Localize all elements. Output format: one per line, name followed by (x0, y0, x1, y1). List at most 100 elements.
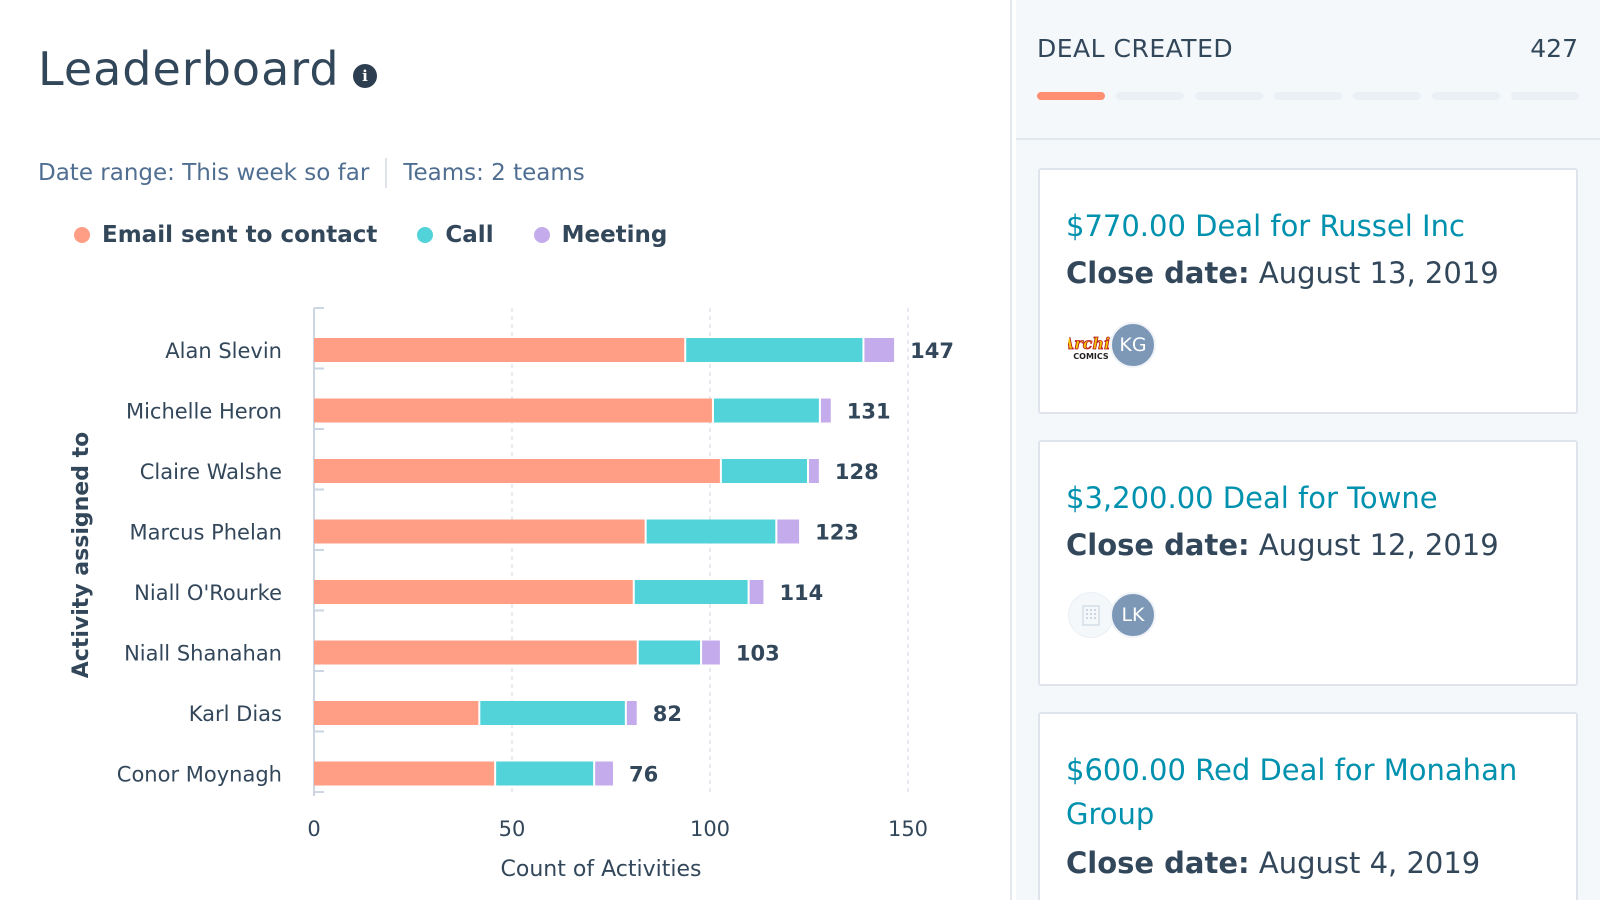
category-label: Conor Moynagh (117, 763, 282, 787)
date-range-value: This week so far (182, 160, 370, 186)
category-label: Marcus Phelan (129, 521, 282, 545)
progress-segment (1037, 92, 1105, 100)
bar-total-label: 82 (653, 702, 682, 726)
x-tick-label: 0 (307, 817, 320, 841)
bar-segment-email (314, 519, 645, 544)
archie-comics-logo-icon: Archie COMICS (1068, 330, 1114, 361)
bar-segment-meeting (595, 761, 613, 786)
deal-created-title: DEAL CREATED (1037, 34, 1234, 63)
leaderboard-title: Leaderboard (38, 42, 340, 96)
category-label: Alan Slevin (165, 339, 282, 363)
teams-label: Teams: (403, 160, 484, 186)
date-range-filter[interactable]: Date range: This week so far (38, 160, 369, 186)
deal-card[interactable]: $770.00 Deal for Russel Inc Close date: … (1038, 168, 1578, 414)
bar-segment-meeting (626, 701, 637, 725)
date-range-label: Date range: (38, 160, 175, 186)
close-date-value: August 12, 2019 (1258, 528, 1499, 562)
x-tick-label: 100 (690, 817, 730, 841)
filters-bar: Date range: This week so far Teams: 2 te… (38, 158, 585, 188)
bar-segment-meeting (749, 580, 764, 604)
bar-segment-email (314, 398, 712, 423)
filter-divider (385, 158, 388, 188)
progress-segment (1195, 92, 1263, 100)
bar-total-label: 128 (835, 460, 879, 484)
deal-name-link[interactable]: $3,200.00 Deal for Towne (1066, 481, 1438, 515)
close-date-label: Close date: (1066, 846, 1250, 880)
progress-segment (1116, 92, 1184, 100)
deal-created-count: 427 (1530, 34, 1578, 63)
legend-item-call[interactable]: Call (417, 222, 494, 248)
deal-card[interactable]: $3,200.00 Deal for Towne Close date: Aug… (1038, 440, 1578, 686)
legend-dot-call (417, 227, 434, 243)
legend-label-meeting: Meeting (561, 222, 668, 248)
y-axis-title: Activity assigned to (69, 432, 94, 678)
x-tick-label: 150 (888, 817, 928, 841)
bar-segment-call (496, 761, 594, 786)
bar-segment-email (314, 338, 685, 362)
deal-name-link[interactable]: $600.00 Red Deal for Monahan Group (1066, 753, 1518, 831)
bar-segment-email (314, 701, 479, 725)
category-label: Michelle Heron (126, 400, 282, 424)
bar-segment-call (638, 640, 701, 665)
legend-dot-email (74, 227, 90, 243)
svg-text:Archie: Archie (1068, 334, 1114, 353)
teams-value: 2 teams (491, 160, 585, 186)
bar-segment-email (314, 580, 633, 604)
legend-label-call: Call (445, 222, 494, 248)
category-label: Karl Dias (189, 702, 282, 726)
category-label: Claire Walshe (140, 460, 282, 484)
bar-segment-call (646, 519, 776, 544)
company-logo-archie-comics[interactable]: Archie COMICS (1068, 322, 1114, 368)
bar-segment-call (480, 701, 625, 725)
deal-progress-bar (1037, 92, 1590, 100)
deal-avatars: Archie COMICS KG (1068, 322, 1156, 368)
bar-segment-meeting (777, 519, 800, 544)
bar-segment-meeting (864, 338, 895, 362)
bar-segment-email (314, 761, 495, 786)
bar-total-label: 114 (779, 581, 823, 605)
legend-item-email[interactable]: Email sent to contact (74, 222, 377, 248)
bar-segment-call (686, 338, 863, 362)
bar-total-label: 131 (847, 400, 891, 424)
bar-segment-call (634, 580, 748, 604)
x-tick-label: 50 (499, 817, 526, 841)
deal-avatars: LK (1068, 592, 1156, 638)
close-date-value: August 4, 2019 (1258, 846, 1481, 880)
info-icon[interactable]: i (353, 64, 377, 88)
progress-segment (1511, 92, 1579, 100)
teams-filter[interactable]: Teams: 2 teams (403, 160, 584, 186)
close-date-label: Close date: (1066, 528, 1250, 562)
bar-total-label: 76 (629, 763, 658, 787)
progress-segment (1274, 92, 1342, 100)
deal-close-date: Close date: August 4, 2019 (1066, 846, 1480, 880)
company-logo-placeholder[interactable] (1068, 592, 1114, 638)
bar-segment-email (314, 640, 637, 665)
leaderboard-bar-chart: Alan Slevin 147 Michelle Heron 131 Claire Wa… (69, 307, 954, 882)
bar-segment-call (713, 398, 819, 423)
deal-name-link[interactable]: $770.00 Deal for Russel Inc (1066, 209, 1465, 243)
chart-legend: Email sent to contact Call Meeting (74, 222, 707, 248)
bar-segment-meeting (702, 640, 720, 665)
legend-item-meeting[interactable]: Meeting (533, 222, 668, 248)
bar-segment-meeting (820, 398, 831, 423)
deal-close-date: Close date: August 13, 2019 (1066, 256, 1499, 290)
close-date-label: Close date: (1066, 256, 1250, 290)
owner-avatar[interactable]: KG (1110, 322, 1156, 368)
progress-segment (1432, 92, 1500, 100)
bar-total-label: 123 (815, 521, 859, 545)
bar-total-label: 103 (736, 642, 780, 666)
owner-avatar[interactable]: LK (1110, 592, 1156, 638)
bar-segment-call (721, 459, 807, 483)
bar-total-label: 147 (910, 339, 954, 363)
bar-segment-meeting (809, 459, 819, 483)
progress-segment (1353, 92, 1421, 100)
x-axis-title: Count of Activities (501, 857, 702, 882)
deal-card[interactable]: $600.00 Red Deal for Monahan Group Close… (1038, 712, 1578, 900)
category-label: Niall O'Rourke (134, 581, 282, 605)
legend-dot-meeting (533, 227, 550, 243)
deal-created-header: DEAL CREATED 427 (1016, 0, 1600, 140)
legend-label-email: Email sent to contact (102, 222, 378, 248)
svg-text:COMICS: COMICS (1073, 352, 1109, 361)
deal-close-date: Close date: August 12, 2019 (1066, 528, 1499, 562)
category-label: Niall Shanahan (124, 642, 282, 666)
